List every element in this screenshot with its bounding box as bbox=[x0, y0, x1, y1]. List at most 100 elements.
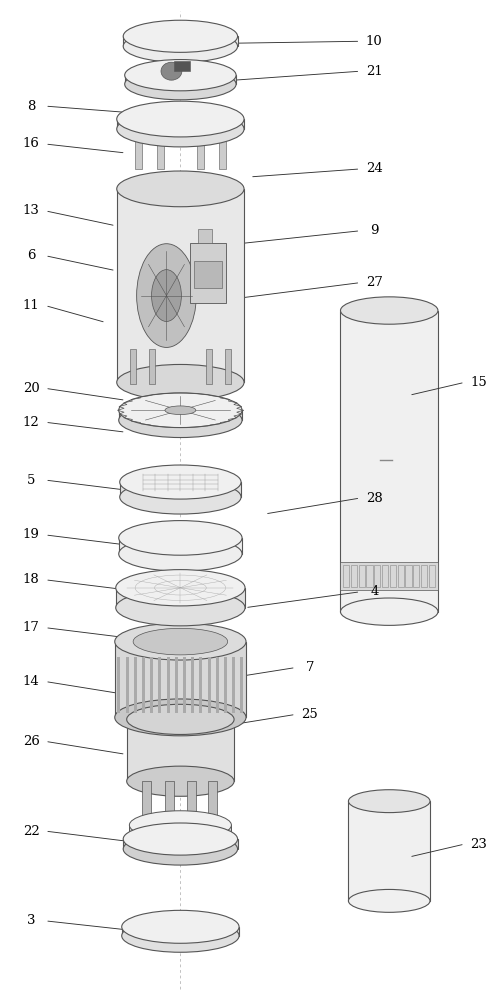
Bar bbox=[157, 129, 164, 169]
Ellipse shape bbox=[340, 297, 438, 324]
Bar bbox=[190, 243, 226, 303]
Ellipse shape bbox=[123, 30, 238, 62]
Polygon shape bbox=[130, 825, 232, 837]
Ellipse shape bbox=[161, 62, 182, 80]
Polygon shape bbox=[116, 189, 244, 382]
Ellipse shape bbox=[123, 823, 238, 855]
Ellipse shape bbox=[136, 244, 196, 347]
Ellipse shape bbox=[139, 470, 222, 494]
Text: 24: 24 bbox=[366, 162, 382, 175]
Polygon shape bbox=[126, 719, 234, 781]
Ellipse shape bbox=[133, 628, 228, 655]
Bar bbox=[382, 565, 388, 587]
Ellipse shape bbox=[115, 699, 246, 736]
Ellipse shape bbox=[116, 171, 244, 207]
Bar bbox=[413, 565, 420, 587]
Ellipse shape bbox=[143, 829, 218, 849]
Bar bbox=[142, 781, 151, 833]
Polygon shape bbox=[120, 482, 241, 497]
Polygon shape bbox=[118, 410, 242, 420]
Bar bbox=[187, 781, 196, 833]
Ellipse shape bbox=[118, 403, 242, 438]
Bar bbox=[126, 657, 128, 713]
Bar bbox=[165, 781, 174, 833]
Bar bbox=[224, 349, 230, 384]
Bar bbox=[200, 657, 202, 713]
Bar bbox=[224, 657, 227, 713]
Text: 16: 16 bbox=[23, 137, 40, 150]
Bar bbox=[142, 657, 145, 713]
Text: 8: 8 bbox=[27, 100, 36, 113]
Polygon shape bbox=[118, 538, 242, 554]
Text: 27: 27 bbox=[366, 276, 382, 289]
Ellipse shape bbox=[118, 521, 242, 555]
Ellipse shape bbox=[118, 393, 242, 428]
Bar bbox=[240, 657, 244, 713]
Ellipse shape bbox=[116, 101, 244, 137]
Polygon shape bbox=[123, 839, 238, 849]
Text: 3: 3 bbox=[27, 914, 36, 927]
Ellipse shape bbox=[136, 107, 225, 132]
Text: 17: 17 bbox=[23, 621, 40, 634]
Polygon shape bbox=[116, 588, 245, 608]
Text: 13: 13 bbox=[23, 204, 40, 217]
Bar bbox=[191, 657, 194, 713]
Ellipse shape bbox=[138, 24, 224, 48]
Ellipse shape bbox=[118, 537, 242, 571]
Text: 12: 12 bbox=[23, 416, 40, 429]
Text: 11: 11 bbox=[23, 299, 40, 312]
Ellipse shape bbox=[123, 20, 238, 52]
Bar bbox=[406, 565, 411, 587]
Bar bbox=[428, 565, 435, 587]
Bar bbox=[398, 565, 404, 587]
Ellipse shape bbox=[136, 525, 225, 550]
Ellipse shape bbox=[116, 590, 245, 626]
Ellipse shape bbox=[122, 919, 239, 952]
Bar bbox=[343, 565, 349, 587]
Text: 14: 14 bbox=[23, 675, 40, 688]
Ellipse shape bbox=[116, 570, 245, 606]
Polygon shape bbox=[123, 36, 238, 46]
Ellipse shape bbox=[115, 623, 246, 660]
Bar bbox=[197, 129, 204, 169]
Polygon shape bbox=[340, 311, 438, 612]
Text: 4: 4 bbox=[370, 585, 378, 598]
Ellipse shape bbox=[124, 69, 236, 100]
Bar bbox=[208, 657, 210, 713]
Text: 5: 5 bbox=[27, 474, 36, 487]
Bar bbox=[351, 565, 357, 587]
Text: 6: 6 bbox=[27, 249, 36, 262]
Bar bbox=[134, 129, 141, 169]
Ellipse shape bbox=[130, 823, 232, 851]
Bar bbox=[421, 565, 427, 587]
Text: 19: 19 bbox=[23, 528, 40, 541]
Text: 22: 22 bbox=[23, 825, 40, 838]
Ellipse shape bbox=[152, 270, 182, 321]
Ellipse shape bbox=[130, 811, 232, 839]
Bar bbox=[150, 657, 153, 713]
Polygon shape bbox=[116, 119, 244, 129]
Bar bbox=[208, 781, 217, 833]
Text: 18: 18 bbox=[23, 573, 40, 586]
Ellipse shape bbox=[116, 364, 244, 400]
Text: 21: 21 bbox=[366, 65, 382, 78]
Bar bbox=[340, 562, 438, 590]
Polygon shape bbox=[348, 801, 430, 901]
Ellipse shape bbox=[116, 111, 244, 147]
Bar bbox=[366, 565, 372, 587]
Ellipse shape bbox=[138, 915, 222, 939]
Ellipse shape bbox=[348, 889, 430, 912]
Text: 25: 25 bbox=[302, 708, 318, 721]
Bar bbox=[206, 349, 212, 384]
Ellipse shape bbox=[123, 833, 238, 865]
Text: 23: 23 bbox=[470, 838, 487, 851]
Text: 10: 10 bbox=[366, 35, 382, 48]
Bar bbox=[216, 657, 219, 713]
Bar bbox=[374, 565, 380, 587]
Text: 26: 26 bbox=[23, 735, 40, 748]
Ellipse shape bbox=[122, 910, 239, 943]
Bar bbox=[390, 565, 396, 587]
Ellipse shape bbox=[126, 766, 234, 796]
Polygon shape bbox=[122, 927, 239, 936]
Bar bbox=[232, 657, 235, 713]
